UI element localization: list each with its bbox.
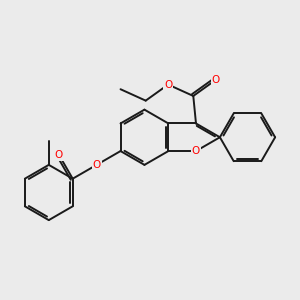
- Text: O: O: [92, 160, 101, 170]
- Text: O: O: [192, 146, 200, 156]
- Text: O: O: [55, 150, 63, 160]
- Text: O: O: [164, 80, 172, 90]
- Text: O: O: [212, 75, 220, 85]
